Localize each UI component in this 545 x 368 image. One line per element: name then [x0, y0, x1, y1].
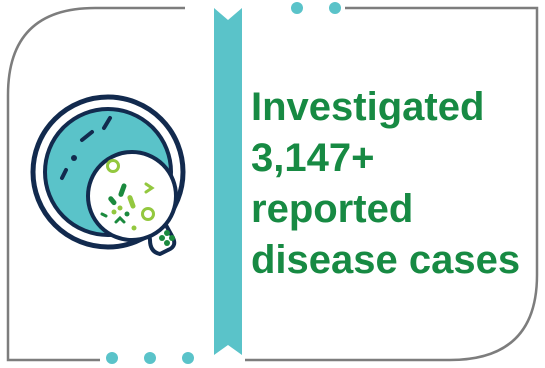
left-frame-outline: [6, 6, 185, 362]
petri-dish-bacteria-icon: [30, 94, 186, 256]
dot: [106, 352, 118, 364]
center-ribbon: [214, 8, 242, 355]
headline-line: Investigated: [251, 85, 485, 129]
headline: Investigated 3,147+ reported disease cas…: [251, 82, 541, 286]
dot: [329, 2, 341, 14]
dot: [144, 352, 156, 364]
dot: [291, 2, 303, 14]
headline-line: disease cases: [251, 238, 521, 282]
dot: [182, 352, 194, 364]
right-frame-outline: [245, 6, 539, 362]
headline-line: reported: [251, 187, 414, 231]
headline-number: 3,147+: [251, 136, 375, 180]
